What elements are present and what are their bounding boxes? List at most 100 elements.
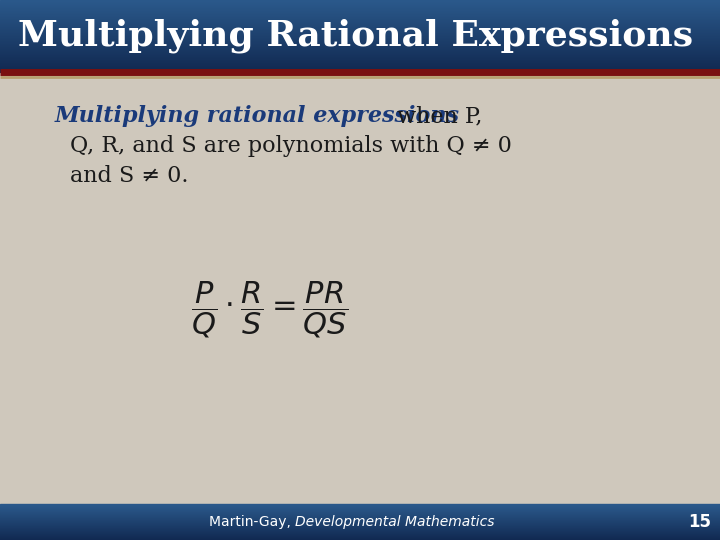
Bar <box>0 16 720 17</box>
Bar <box>0 67 720 68</box>
Bar <box>0 58 720 59</box>
Bar <box>0 66 720 67</box>
Bar <box>0 8 720 9</box>
Bar <box>0 504 720 505</box>
Bar <box>0 27 720 28</box>
Bar <box>0 527 720 528</box>
Bar <box>0 40 720 41</box>
Bar <box>0 23 720 24</box>
Bar <box>0 9 720 10</box>
Bar <box>0 51 720 52</box>
Text: when P,: when P, <box>390 105 482 127</box>
Bar <box>0 62 720 63</box>
Bar <box>0 534 720 535</box>
Bar <box>0 43 720 44</box>
Bar <box>0 50 720 51</box>
Bar <box>0 44 720 45</box>
Text: 15: 15 <box>688 513 711 531</box>
Bar <box>0 33 720 34</box>
Bar <box>0 19 720 20</box>
Bar <box>0 510 720 511</box>
Bar <box>0 3 720 4</box>
Bar <box>0 52 720 53</box>
Text: Q, R, and S are polynomials with Q ≠ 0: Q, R, and S are polynomials with Q ≠ 0 <box>70 135 512 157</box>
Bar <box>0 69 720 70</box>
Bar <box>0 523 720 524</box>
Bar <box>0 28 720 29</box>
Bar <box>0 49 720 50</box>
Bar <box>0 22 720 23</box>
Bar <box>0 61 720 62</box>
Bar <box>0 71 720 72</box>
Bar <box>0 11 720 12</box>
Bar <box>0 6 720 7</box>
Bar <box>0 1 720 2</box>
Bar <box>0 45 720 46</box>
Bar <box>0 511 720 512</box>
Bar <box>0 514 720 515</box>
Bar <box>0 12 720 13</box>
Bar <box>0 31 720 32</box>
Bar <box>0 521 720 522</box>
Bar <box>0 26 720 27</box>
Bar <box>0 32 720 33</box>
Bar <box>0 539 720 540</box>
Bar <box>0 59 720 60</box>
Bar <box>0 21 720 22</box>
Bar <box>0 518 720 519</box>
Bar <box>0 72 720 504</box>
Bar <box>0 512 720 513</box>
Bar <box>0 525 720 526</box>
Bar <box>0 46 720 47</box>
Bar <box>0 4 720 5</box>
Text: Multiplying rational expressions: Multiplying rational expressions <box>55 105 460 127</box>
Bar <box>0 508 720 509</box>
Bar <box>0 39 720 40</box>
Bar <box>0 517 720 518</box>
Bar <box>0 531 720 532</box>
Text: Martin-Gay,: Martin-Gay, <box>209 515 295 529</box>
Bar <box>0 0 720 1</box>
Bar <box>0 63 720 64</box>
Bar <box>0 538 720 539</box>
Bar <box>0 37 720 38</box>
Text: Developmental Mathematics: Developmental Mathematics <box>295 515 495 529</box>
Bar <box>0 513 720 514</box>
Bar <box>0 42 720 43</box>
Bar <box>0 34 720 35</box>
Bar <box>0 515 720 516</box>
Bar <box>0 529 720 530</box>
Bar <box>0 57 720 58</box>
Bar <box>0 38 720 39</box>
Bar <box>0 524 720 525</box>
Bar <box>0 507 720 508</box>
Bar <box>0 535 720 536</box>
Bar <box>0 509 720 510</box>
Bar <box>0 537 720 538</box>
Bar <box>0 506 720 507</box>
Bar <box>0 48 720 49</box>
Bar <box>0 41 720 42</box>
Bar <box>0 528 720 529</box>
Bar <box>0 18 720 19</box>
Bar <box>0 7 720 8</box>
Bar <box>0 505 720 506</box>
Bar <box>0 47 720 48</box>
Bar <box>0 520 720 521</box>
Bar <box>0 2 720 3</box>
Text: Multiplying Rational Expressions: Multiplying Rational Expressions <box>18 19 693 53</box>
Bar <box>0 532 720 533</box>
Bar <box>0 24 720 25</box>
Bar <box>0 54 720 55</box>
Bar <box>0 55 720 56</box>
Bar <box>0 30 720 31</box>
Bar <box>0 60 720 61</box>
Bar <box>0 530 720 531</box>
Bar <box>0 25 720 26</box>
Bar <box>0 53 720 54</box>
Bar <box>0 65 720 66</box>
Bar <box>0 526 720 527</box>
Bar <box>0 516 720 517</box>
Bar <box>0 5 720 6</box>
Bar <box>0 536 720 537</box>
